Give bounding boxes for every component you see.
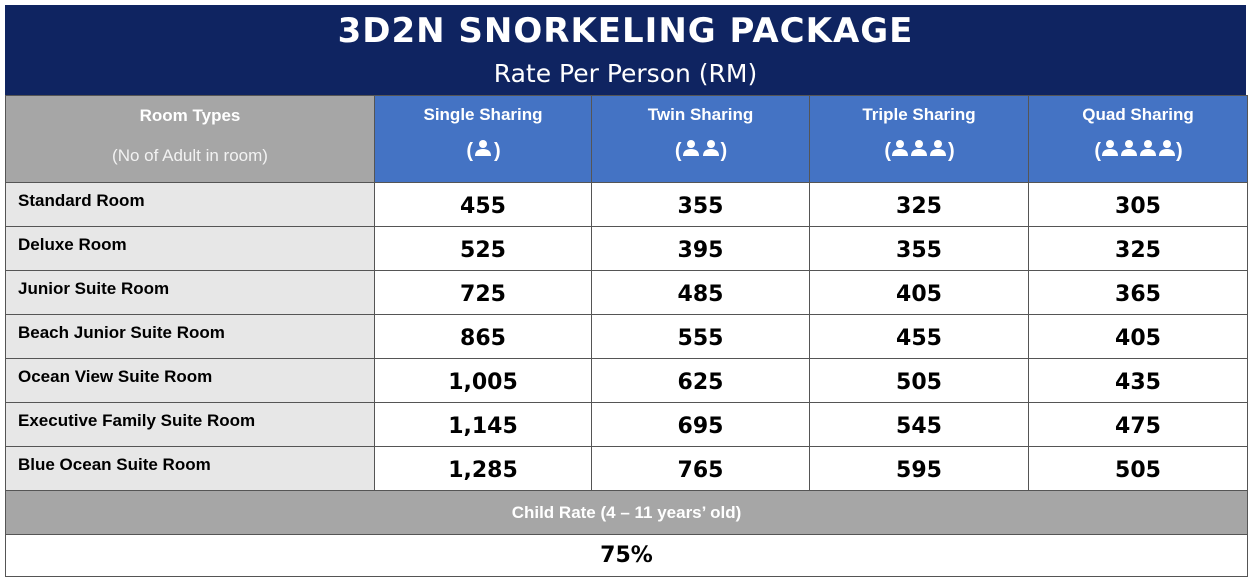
twin-sharing-header: Twin Sharing () <box>591 95 810 183</box>
twin-rate: 765 <box>591 446 810 491</box>
twin-rate: 555 <box>591 314 810 359</box>
title-banner: 3D2N SNORKELING PACKAGE Rate Per Person … <box>5 5 1246 95</box>
rate-table: Room Types (No of Adult in room) Single … <box>5 95 1248 577</box>
twin-rate: 355 <box>591 182 810 227</box>
twin-sharing-label: Twin Sharing <box>647 105 754 124</box>
quad-rate: 405 <box>1028 314 1248 359</box>
room-types-header: Room Types (No of Adult in room) <box>5 95 375 183</box>
quad-rate: 475 <box>1028 402 1248 447</box>
child-rate-label: Child Rate (4 – 11 years’ old) <box>5 490 1248 535</box>
room-name: Ocean View Suite Room <box>5 358 375 403</box>
single-person-icon: () <box>466 140 501 162</box>
single-rate: 865 <box>374 314 592 359</box>
table-row: Ocean View Suite Room 1,005 625 505 435 <box>5 358 1248 403</box>
triple-rate: 405 <box>809 270 1029 315</box>
room-name: Deluxe Room <box>5 226 375 271</box>
table-row: Beach Junior Suite Room 865 555 455 405 <box>5 314 1248 359</box>
quad-sharing-header: Quad Sharing () <box>1028 95 1248 183</box>
quad-rate: 305 <box>1028 182 1248 227</box>
room-name: Beach Junior Suite Room <box>5 314 375 359</box>
table-row: Junior Suite Room 725 485 405 365 <box>5 270 1248 315</box>
triple-rate: 545 <box>809 402 1029 447</box>
room-name: Blue Ocean Suite Room <box>5 446 375 491</box>
two-persons-icon: () <box>674 140 727 162</box>
triple-rate: 595 <box>809 446 1029 491</box>
table-row: Blue Ocean Suite Room 1,285 765 595 505 <box>5 446 1248 491</box>
room-types-label: Room Types <box>139 106 241 125</box>
triple-sharing-header: Triple Sharing () <box>809 95 1029 183</box>
twin-rate: 395 <box>591 226 810 271</box>
single-rate: 1,145 <box>374 402 592 447</box>
quad-sharing-label: Quad Sharing <box>1082 105 1194 124</box>
single-rate: 1,005 <box>374 358 592 403</box>
triple-rate: 355 <box>809 226 1029 271</box>
single-rate: 455 <box>374 182 592 227</box>
quad-rate: 505 <box>1028 446 1248 491</box>
twin-rate: 625 <box>591 358 810 403</box>
table-row: Deluxe Room 525 395 355 325 <box>5 226 1248 271</box>
triple-sharing-label: Triple Sharing <box>862 105 976 124</box>
quad-rate: 365 <box>1028 270 1248 315</box>
quad-rate: 325 <box>1028 226 1248 271</box>
child-rate-value-row: 75% <box>5 534 1248 577</box>
single-sharing-label: Single Sharing <box>423 105 543 124</box>
room-types-sublabel: (No of Adult in room) <box>112 146 268 165</box>
single-rate: 525 <box>374 226 592 271</box>
table-row: Standard Room 455 355 325 305 <box>5 182 1248 227</box>
child-rate-value: 75% <box>5 534 1248 577</box>
package-title: 3D2N SNORKELING PACKAGE <box>337 11 914 51</box>
table-row: Executive Family Suite Room 1,145 695 54… <box>5 402 1248 447</box>
twin-rate: 695 <box>591 402 810 447</box>
three-persons-icon: () <box>884 140 955 162</box>
triple-rate: 505 <box>809 358 1029 403</box>
room-name: Junior Suite Room <box>5 270 375 315</box>
triple-rate: 455 <box>809 314 1029 359</box>
twin-rate: 485 <box>591 270 810 315</box>
room-name: Standard Room <box>5 182 375 227</box>
single-rate: 725 <box>374 270 592 315</box>
child-rate-header-row: Child Rate (4 – 11 years’ old) <box>5 490 1248 535</box>
single-sharing-header: Single Sharing () <box>374 95 592 183</box>
rate-subtitle: Rate Per Person (RM) <box>493 59 758 88</box>
room-name: Executive Family Suite Room <box>5 402 375 447</box>
single-rate: 1,285 <box>374 446 592 491</box>
four-persons-icon: () <box>1094 140 1183 162</box>
quad-rate: 435 <box>1028 358 1248 403</box>
triple-rate: 325 <box>809 182 1029 227</box>
